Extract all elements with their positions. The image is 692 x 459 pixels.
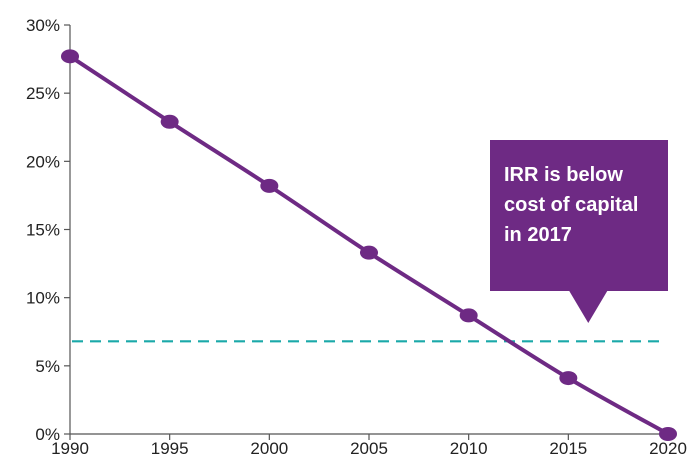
callout-box (490, 140, 668, 323)
x-tick-label: 2020 (649, 439, 687, 458)
callout-text-line: IRR is below (504, 164, 623, 186)
callout-text-line: cost of capital (504, 194, 638, 216)
x-tick-label: 1995 (151, 439, 189, 458)
y-axis-ticks: 0% 5% 10% 15% 20% 25% 30% (26, 16, 70, 444)
y-tick-label: 10% (26, 289, 60, 308)
data-point (260, 178, 279, 193)
x-tick-label: 2015 (549, 439, 587, 458)
y-tick-label: 25% (26, 84, 60, 103)
x-tick-label: 2000 (250, 439, 288, 458)
callout-text-line: in 2017 (504, 224, 572, 246)
x-axis-ticks: 1990 1995 2000 2005 2010 2015 2020 (51, 434, 687, 458)
data-point (559, 371, 578, 386)
y-tick-label: 15% (26, 221, 60, 240)
data-point (459, 308, 478, 323)
data-point (160, 114, 179, 129)
data-point (659, 427, 677, 441)
callout-text: IRR is below cost of capital in 2017 (504, 164, 638, 246)
y-tick-label: 20% (26, 152, 60, 171)
data-point (61, 49, 79, 64)
irr-callout: IRR is below cost of capital in 2017 (490, 140, 668, 323)
x-tick-label: 2010 (450, 439, 488, 458)
y-tick-label: 30% (26, 16, 60, 35)
y-tick-label: 0% (35, 425, 60, 444)
data-point (360, 245, 378, 260)
y-tick-label: 5% (35, 357, 60, 376)
irr-series-points (61, 49, 677, 441)
x-tick-label: 2005 (350, 439, 388, 458)
x-tick-label: 1990 (51, 439, 89, 458)
